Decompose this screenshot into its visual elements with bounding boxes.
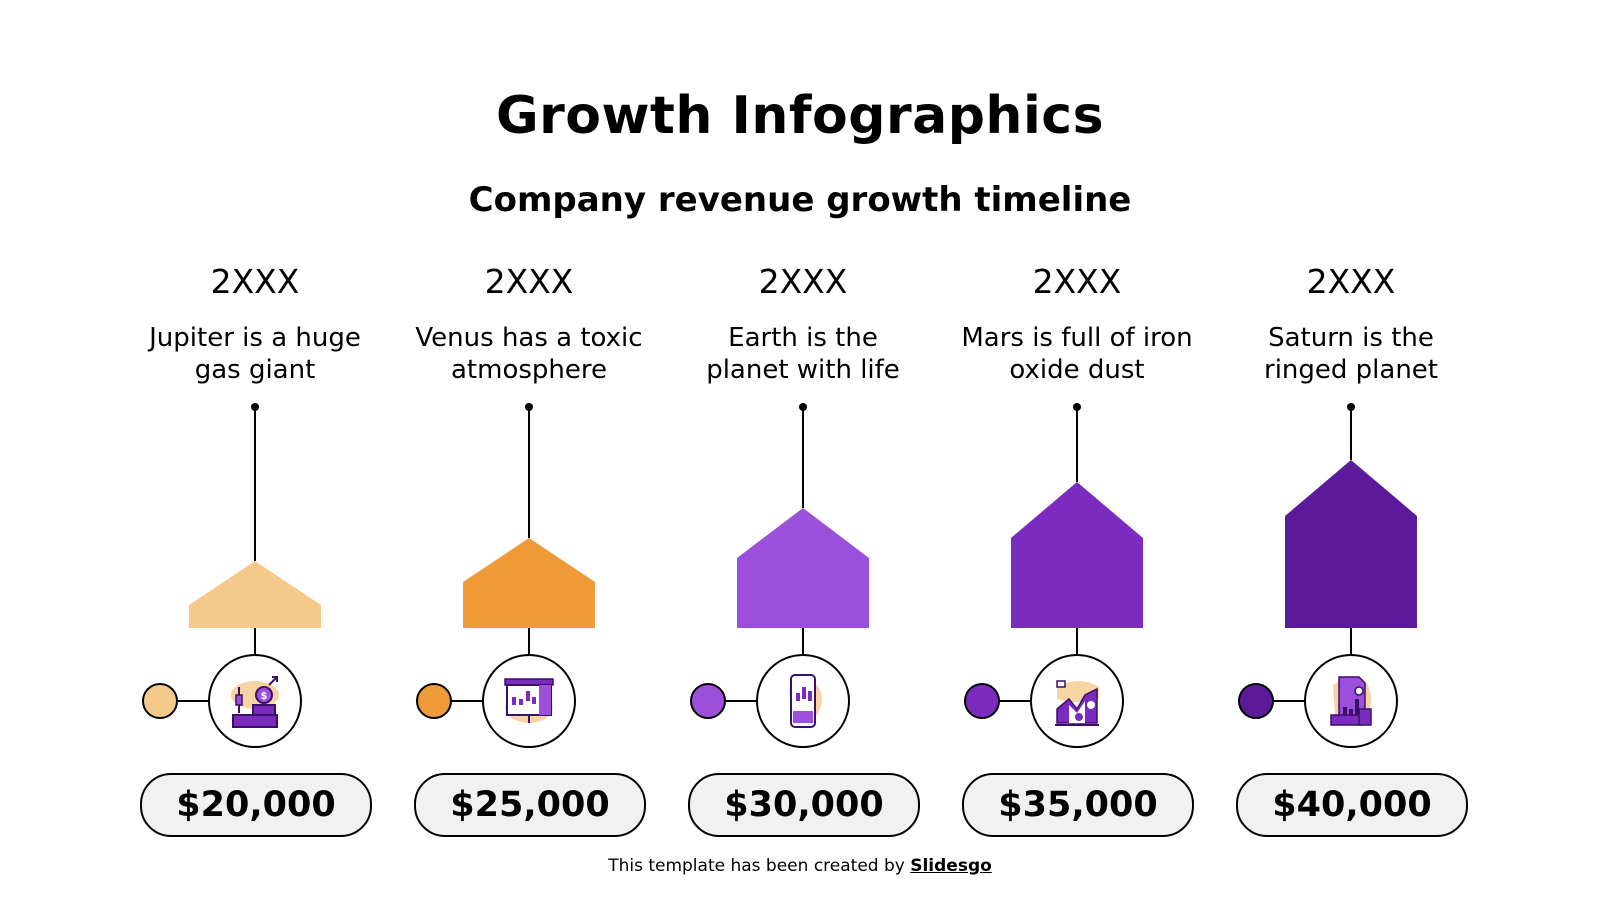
step-description: Saturn is the ringed planet <box>1264 323 1438 385</box>
presentation-board-chart-icon <box>482 654 576 748</box>
color-marker <box>416 683 452 719</box>
growth-bar-shape <box>189 561 321 628</box>
revenue-value: $35,000 <box>962 773 1194 837</box>
step-description: Earth is the planet with life <box>706 323 900 385</box>
timeline-step-4: 2XXX Mars is full of iron oxide dust $35,… <box>947 0 1207 900</box>
page-title: Growth Infographics <box>495 86 1105 146</box>
step-year: 2XXX <box>1306 262 1396 301</box>
connector-line <box>1350 407 1352 460</box>
mobile-trading-chart-icon <box>756 654 850 748</box>
timeline-step-5: 2XXX Saturn is the ringed planet $40,000 <box>1221 0 1481 900</box>
page-subtitle: Company revenue growth timeline <box>468 180 1132 220</box>
footer-credit: This template has been created by Slides… <box>0 856 1600 876</box>
growth-bar-shape <box>737 508 869 628</box>
connector-line <box>1350 628 1352 656</box>
connector-line <box>802 628 804 656</box>
financial-report-icon <box>1304 654 1398 748</box>
color-marker <box>690 683 726 719</box>
step-year: 2XXX <box>484 262 574 301</box>
growth-graph-icon <box>1030 654 1124 748</box>
connector-line <box>1272 700 1305 702</box>
investment-coins-chart-icon: $ <box>208 654 302 748</box>
color-marker <box>1238 683 1274 719</box>
growth-bar-shape <box>1285 460 1417 628</box>
color-marker <box>964 683 1000 719</box>
connector-line <box>998 700 1031 702</box>
timeline-step-1: 2XXX Jupiter is a huge gas giant $ $20,00… <box>125 0 385 900</box>
color-marker <box>142 683 178 719</box>
connector-line <box>802 407 804 508</box>
step-description: Jupiter is a huge gas giant <box>149 323 361 385</box>
svg-text:$: $ <box>261 691 268 702</box>
connector-line <box>528 407 530 538</box>
footer-text: This template has been created by <box>608 856 911 876</box>
revenue-value: $20,000 <box>140 773 372 837</box>
growth-bar-shape <box>463 538 595 628</box>
step-year: 2XXX <box>1032 262 1122 301</box>
growth-bar-shape <box>1011 482 1143 628</box>
revenue-value: $40,000 <box>1236 773 1468 837</box>
step-description: Mars is full of iron oxide dust <box>961 323 1193 385</box>
timeline-step-3: 2XXX Earth is the planet with life $30,00… <box>673 0 933 900</box>
connector-line <box>724 700 757 702</box>
step-year: 2XXX <box>210 262 300 301</box>
revenue-value: $30,000 <box>688 773 920 837</box>
step-description: Venus has a toxic atmosphere <box>415 323 643 385</box>
connector-line <box>450 700 483 702</box>
connector-line <box>254 407 256 561</box>
connector-line <box>1076 628 1078 656</box>
connector-line <box>176 700 209 702</box>
connector-line <box>1076 407 1078 482</box>
step-year: 2XXX <box>758 262 848 301</box>
connector-line <box>254 628 256 656</box>
connector-line <box>528 628 530 656</box>
revenue-value: $25,000 <box>414 773 646 837</box>
slidesgo-link[interactable]: Slidesgo <box>910 856 992 876</box>
timeline-step-2: 2XXX Venus has a toxic atmosphere $25,000 <box>399 0 659 900</box>
